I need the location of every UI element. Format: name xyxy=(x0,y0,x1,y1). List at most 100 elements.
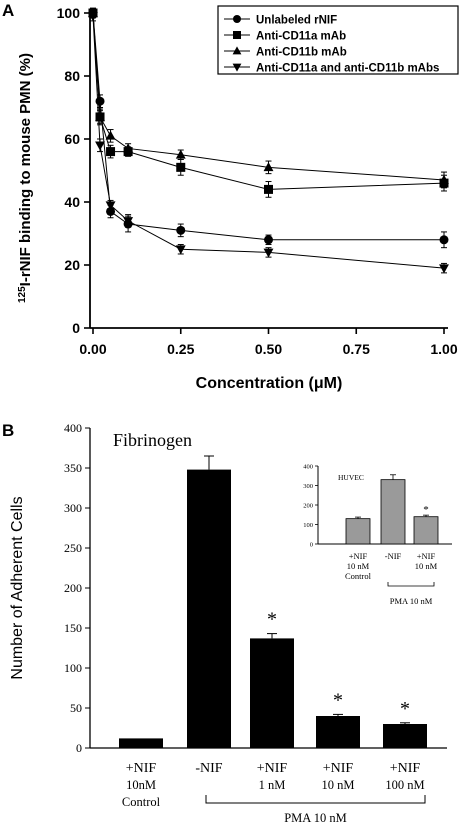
bracket-line xyxy=(205,795,426,804)
panel-a-y-label-superscript: 125 xyxy=(17,286,28,303)
bar xyxy=(250,638,294,748)
panel-a-y-tick-label: 40 xyxy=(64,194,80,210)
inset-y-tick-label: 400 xyxy=(303,464,313,471)
inset-bars: * xyxy=(345,474,439,545)
category-label: +NIF xyxy=(323,761,354,776)
panel-b-y-tick-label: 250 xyxy=(64,541,82,555)
category-label: 10nM xyxy=(126,778,156,792)
panel-b-category-labels: +NIF 10nM Control -NIF +NIF 1 nM +NIF 10 nM +NIF… xyxy=(122,761,425,809)
data-point xyxy=(95,111,105,121)
panel-b-y-axis-label: Number of Adherent Cells xyxy=(9,496,26,679)
panel-a-x-tick-label: 0.75 xyxy=(343,341,370,357)
inset-category-label: +NIF xyxy=(417,551,436,561)
inset-category-label: 10 nM xyxy=(347,561,370,571)
panel-a-legend: Unlabeled rNIF Anti-CD11a mAb Anti-CD11b m… xyxy=(217,5,459,75)
panel-a-label: A xyxy=(2,1,14,20)
significance-marker: * xyxy=(267,609,277,631)
legend-entry: Unlabeled rNIF xyxy=(256,15,337,27)
category-label: +NIF xyxy=(126,761,157,776)
panel-a-y-tick-label: 60 xyxy=(64,131,80,147)
panel-a-y-label-text: I-rNIF binding to mouse PMN (%) xyxy=(17,53,34,286)
inset-bracket-line xyxy=(387,582,435,587)
data-point xyxy=(439,264,449,274)
data-point xyxy=(95,141,105,151)
data-point xyxy=(106,206,116,216)
panel-b-pma-bracket: PMA 10 nM xyxy=(205,795,426,825)
panel-b-y-tick-label: 150 xyxy=(64,621,82,635)
data-point xyxy=(264,184,273,194)
legend-marker xyxy=(232,46,242,55)
inset-title: HUVEC xyxy=(338,473,364,482)
panel-b-bars: * * * xyxy=(119,455,427,748)
data-point xyxy=(105,201,116,211)
inset-y-tick-label: 300 xyxy=(303,483,313,490)
panel-b-y-ticks: 0 50 100 150 200 250 300 350 400 xyxy=(64,421,90,755)
inset-pma-bracket: PMA 10 nM xyxy=(387,582,435,606)
data-point xyxy=(175,149,186,159)
inset-category-label: 10 nM xyxy=(415,561,438,571)
category-label: Control xyxy=(122,795,161,809)
category-label: +NIF xyxy=(390,761,421,776)
data-point xyxy=(439,174,449,184)
panel-b-y-tick-label: 350 xyxy=(64,461,82,475)
significance-marker: * xyxy=(400,698,410,720)
category-label: 1 nM xyxy=(259,778,286,792)
panel-a-legend-box xyxy=(217,5,459,75)
panel-a-y-tick-label: 0 xyxy=(72,320,80,336)
inset-y-tick-label: 200 xyxy=(303,503,313,510)
inset-y-tick-label: 100 xyxy=(303,522,313,529)
inset-y-tick-label: 0 xyxy=(310,542,313,549)
data-point xyxy=(175,245,186,255)
data-point xyxy=(123,143,134,153)
panel-a-x-ticks: 0.00 0.25 0.50 0.75 1.00 xyxy=(79,328,458,357)
data-point xyxy=(439,235,449,245)
data-point xyxy=(123,217,134,227)
data-point xyxy=(106,147,116,157)
data-point xyxy=(264,235,273,245)
inset-significance-marker: * xyxy=(423,504,429,516)
inset-bar xyxy=(345,518,371,545)
panel-b-y-tick-label: 50 xyxy=(70,701,82,715)
category-label: +NIF xyxy=(257,761,288,776)
data-point xyxy=(105,130,116,140)
inset-bar xyxy=(380,479,406,545)
legend-entry: Anti-CD11b mAb xyxy=(256,47,347,59)
bar xyxy=(187,469,231,748)
inset-bar xyxy=(413,516,439,545)
data-point xyxy=(88,12,98,22)
bracket-label: PMA 10 nM xyxy=(284,811,347,825)
bar xyxy=(316,716,360,748)
panel-a-y-tick-label: 20 xyxy=(64,257,80,273)
data-point xyxy=(176,162,186,172)
inset-y-ticks: 0 100 200 300 400 xyxy=(303,464,318,549)
panel-b-y-tick-label: 400 xyxy=(64,421,82,435)
series-triangle-down xyxy=(88,10,449,274)
inset-bracket-label: PMA 10 nM xyxy=(390,596,433,606)
panel-a-y-ticks: 0 20 40 60 80 100 xyxy=(57,5,90,336)
legend-marker xyxy=(232,63,242,72)
bar xyxy=(119,738,163,748)
bar xyxy=(383,724,427,748)
category-label: 10 nM xyxy=(322,778,355,792)
panel-b-title: Fibrinogen xyxy=(113,430,192,450)
panel-a-x-tick-label: 1.00 xyxy=(430,341,457,357)
panel-a: A 0 20 40 60 80 100 0.00 0.25 0.50 0.75 1.00 125I… xyxy=(2,1,459,392)
panel-b-y-tick-label: 300 xyxy=(64,501,82,515)
panel-a-y-tick-label: 100 xyxy=(57,5,81,21)
data-point xyxy=(263,162,274,172)
panel-a-series xyxy=(88,7,449,274)
panel-a-x-tick-label: 0.25 xyxy=(167,341,194,357)
legend-marker xyxy=(233,15,241,23)
category-label: 100 nM xyxy=(385,778,424,792)
significance-marker: * xyxy=(333,689,343,711)
panel-a-x-tick-label: 0.50 xyxy=(255,341,282,357)
panel-b-y-tick-label: 200 xyxy=(64,581,82,595)
legend-marker xyxy=(233,31,241,39)
inset-category-label: +NIF xyxy=(349,551,368,561)
legend-entry: Anti-CD11a and anti-CD11b mAbs xyxy=(256,63,439,75)
inset-category-label: Control xyxy=(345,571,372,581)
panel-a-x-tick-label: 0.00 xyxy=(79,341,106,357)
